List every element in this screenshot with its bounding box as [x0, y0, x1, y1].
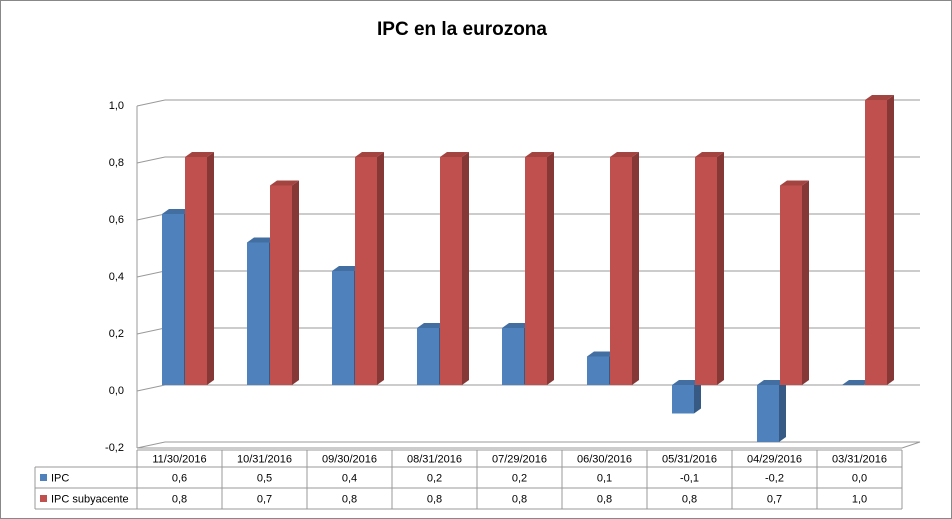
bar-side	[377, 152, 384, 385]
legend-swatch	[40, 474, 47, 481]
y-tick-label: 0,2	[109, 328, 124, 340]
data-label: -0,2	[765, 472, 784, 484]
y-tick-label: -0,2	[105, 442, 124, 454]
bar	[185, 157, 207, 385]
bar	[757, 385, 779, 442]
y-tick-label: 1,0	[109, 100, 124, 112]
legend-label: IPC subyacente	[51, 493, 129, 505]
data-label: 0,7	[767, 493, 782, 505]
data-label: 0,8	[682, 493, 697, 505]
data-label: 0,4	[342, 472, 357, 484]
bar-top	[842, 380, 871, 385]
bar-top	[757, 380, 786, 385]
data-label: 0,1	[597, 472, 612, 484]
data-label: 0,2	[512, 472, 527, 484]
bar-side	[887, 95, 894, 385]
legend-swatch	[40, 495, 47, 502]
data-label: 0,0	[852, 472, 867, 484]
x-tick-label: 10/31/2016	[237, 453, 292, 465]
bar-side	[632, 152, 639, 385]
data-label: 0,2	[427, 472, 442, 484]
bar-top	[865, 95, 894, 100]
data-label: 1,0	[852, 493, 867, 505]
x-tick-label: 05/31/2016	[662, 453, 717, 465]
x-tick-label: 04/29/2016	[747, 453, 802, 465]
data-label: 0,8	[342, 493, 357, 505]
bar-side	[462, 152, 469, 385]
bar-top	[780, 180, 809, 186]
x-tick-label: 07/29/2016	[492, 453, 547, 465]
chart-title: IPC en la eurozona	[377, 19, 547, 40]
bar-top	[440, 152, 469, 157]
data-label: 0,7	[257, 493, 272, 505]
y-tick-label: 0,6	[109, 214, 124, 226]
bar-top	[162, 209, 191, 214]
bar	[247, 242, 269, 385]
x-tick-label: 03/31/2016	[832, 453, 887, 465]
data-label: 0,5	[257, 472, 272, 484]
bar-top	[610, 152, 639, 157]
bar-top	[185, 152, 214, 157]
bar	[610, 157, 632, 385]
bar	[587, 356, 609, 385]
bar-top	[525, 152, 554, 157]
floor-right	[901, 441, 921, 449]
x-tick-label: 08/31/2016	[407, 453, 462, 465]
bar-side	[779, 380, 786, 442]
grid-line	[136, 99, 920, 107]
y-tick-label: 0,8	[109, 157, 124, 169]
bar-side	[802, 180, 809, 385]
bar-side	[694, 380, 701, 414]
bar-top	[587, 351, 616, 357]
bar-top	[270, 180, 299, 186]
bar	[355, 157, 377, 385]
bar-top	[355, 152, 384, 157]
data-label: 0,8	[597, 493, 612, 505]
data-label: 0,8	[427, 493, 442, 505]
bar	[672, 385, 694, 414]
x-tick-label: 06/30/2016	[577, 453, 632, 465]
legend-label: IPC	[51, 472, 69, 484]
bar-top	[247, 237, 276, 243]
bar	[270, 185, 292, 385]
y-tick-label: 0,0	[109, 385, 124, 397]
bar	[502, 328, 524, 385]
bar-top	[332, 266, 361, 271]
bar-side	[547, 152, 554, 385]
data-label: 0,6	[172, 472, 187, 484]
bar-top	[417, 323, 446, 328]
bar-side	[717, 152, 724, 385]
y-tick-label: 0,4	[109, 271, 124, 283]
bar-side	[207, 152, 214, 385]
data-label: -0,1	[680, 472, 699, 484]
bar	[417, 328, 439, 385]
bar-top	[672, 380, 701, 385]
x-tick-label: 11/30/2016	[152, 453, 206, 465]
bar-side	[292, 180, 299, 385]
bar-top	[502, 323, 531, 328]
bar	[525, 157, 547, 385]
x-tick-label: 09/30/2016	[322, 453, 377, 465]
bar	[865, 100, 887, 385]
bar	[162, 214, 184, 385]
grid-line	[136, 156, 920, 164]
data-label: 0,8	[512, 493, 527, 505]
bar	[332, 271, 354, 385]
bar	[780, 185, 802, 385]
bar-top	[695, 152, 724, 157]
grid-line	[136, 441, 920, 449]
data-label: 0,8	[172, 493, 187, 505]
bar	[440, 157, 462, 385]
bar	[695, 157, 717, 385]
